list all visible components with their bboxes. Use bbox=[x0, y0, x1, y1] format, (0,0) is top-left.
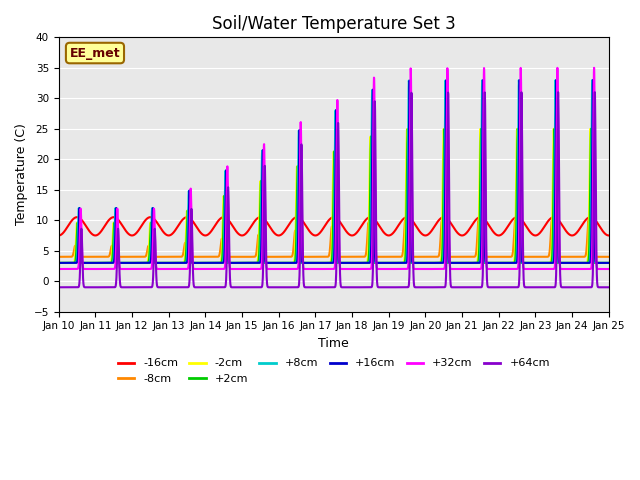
-8cm bbox=[289, 246, 297, 252]
-2cm bbox=[595, 260, 602, 266]
+64cm bbox=[266, 285, 273, 290]
Line: +8cm: +8cm bbox=[59, 80, 609, 263]
-2cm bbox=[150, 260, 158, 266]
-8cm bbox=[535, 254, 543, 260]
-16cm bbox=[266, 224, 274, 229]
+32cm bbox=[535, 266, 543, 272]
Line: +2cm: +2cm bbox=[59, 129, 609, 263]
-16cm bbox=[118, 221, 125, 227]
+16cm bbox=[535, 260, 543, 266]
+16cm bbox=[55, 260, 63, 266]
Line: -16cm: -16cm bbox=[59, 217, 609, 236]
Line: +32cm: +32cm bbox=[59, 68, 609, 269]
+32cm bbox=[150, 206, 158, 212]
+64cm bbox=[118, 284, 125, 290]
+64cm bbox=[150, 242, 158, 248]
+8cm bbox=[605, 260, 612, 266]
+32cm bbox=[266, 266, 273, 272]
-2cm bbox=[118, 260, 125, 266]
+8cm bbox=[588, 77, 596, 83]
-2cm bbox=[605, 260, 612, 266]
+32cm bbox=[605, 266, 612, 272]
+32cm bbox=[595, 266, 602, 272]
+8cm bbox=[55, 260, 63, 266]
+8cm bbox=[150, 256, 158, 262]
+2cm bbox=[55, 260, 63, 266]
-8cm bbox=[55, 254, 63, 260]
+2cm bbox=[595, 260, 602, 266]
Text: EE_met: EE_met bbox=[70, 47, 120, 60]
+32cm bbox=[590, 65, 598, 71]
-8cm bbox=[605, 254, 612, 260]
Line: -2cm: -2cm bbox=[59, 129, 609, 263]
-16cm bbox=[535, 231, 543, 237]
+16cm bbox=[150, 239, 158, 245]
+2cm bbox=[289, 260, 297, 266]
+64cm bbox=[55, 285, 63, 290]
+8cm bbox=[535, 260, 543, 266]
-16cm bbox=[290, 216, 298, 222]
-8cm bbox=[150, 254, 158, 260]
-16cm bbox=[150, 216, 158, 222]
+16cm bbox=[589, 77, 597, 83]
+32cm bbox=[55, 266, 63, 272]
+16cm bbox=[605, 260, 612, 266]
X-axis label: Time: Time bbox=[318, 337, 349, 350]
+16cm bbox=[118, 260, 125, 266]
+2cm bbox=[588, 126, 595, 132]
+16cm bbox=[289, 260, 297, 266]
+64cm bbox=[591, 89, 598, 95]
-2cm bbox=[587, 126, 595, 132]
+16cm bbox=[266, 260, 273, 266]
-16cm bbox=[605, 233, 612, 239]
Legend: -16cm, -8cm, -2cm, +2cm, +8cm, +16cm, +32cm, +64cm: -16cm, -8cm, -2cm, +2cm, +8cm, +16cm, +3… bbox=[113, 354, 554, 388]
+2cm bbox=[535, 260, 543, 266]
-2cm bbox=[266, 260, 273, 266]
+8cm bbox=[266, 260, 273, 266]
-2cm bbox=[289, 260, 297, 265]
Line: +16cm: +16cm bbox=[59, 80, 609, 263]
Y-axis label: Temperature (C): Temperature (C) bbox=[15, 123, 28, 226]
+32cm bbox=[289, 266, 297, 272]
+2cm bbox=[266, 260, 273, 266]
-16cm bbox=[595, 221, 602, 227]
+2cm bbox=[118, 260, 125, 266]
+8cm bbox=[118, 260, 125, 266]
-16cm bbox=[55, 233, 63, 239]
-8cm bbox=[266, 254, 273, 260]
Line: +64cm: +64cm bbox=[59, 92, 609, 288]
+64cm bbox=[535, 285, 543, 290]
Title: Soil/Water Temperature Set 3: Soil/Water Temperature Set 3 bbox=[212, 15, 456, 33]
-8cm bbox=[595, 254, 602, 260]
-2cm bbox=[55, 260, 63, 266]
-2cm bbox=[535, 260, 543, 266]
-8cm bbox=[585, 217, 593, 223]
-16cm bbox=[73, 214, 81, 220]
+2cm bbox=[150, 260, 158, 265]
+32cm bbox=[118, 266, 125, 272]
+64cm bbox=[595, 284, 602, 290]
+2cm bbox=[605, 260, 612, 266]
-8cm bbox=[118, 254, 125, 260]
Line: -8cm: -8cm bbox=[59, 220, 609, 257]
+8cm bbox=[289, 260, 297, 266]
+64cm bbox=[289, 285, 297, 290]
+8cm bbox=[595, 260, 602, 266]
+64cm bbox=[605, 285, 612, 290]
+16cm bbox=[595, 260, 602, 266]
